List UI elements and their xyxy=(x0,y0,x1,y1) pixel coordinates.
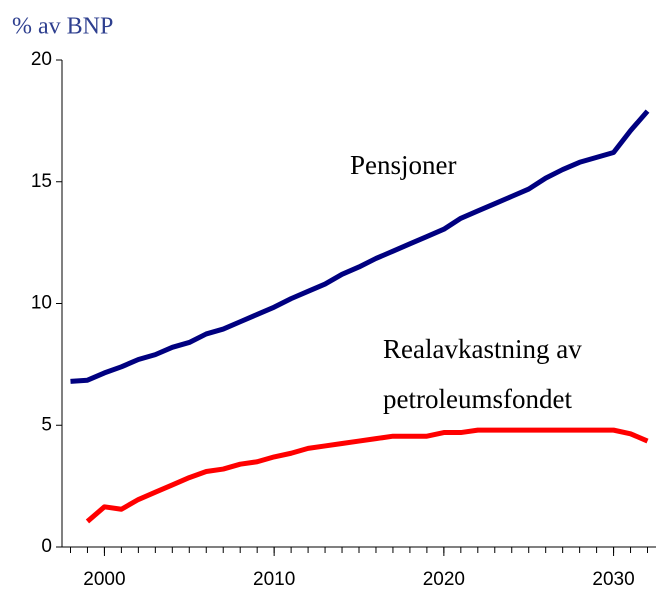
annotation: petroleumsfondet xyxy=(383,384,572,414)
x-tick-label: 2010 xyxy=(253,569,295,590)
x-tick-label: 2030 xyxy=(592,569,634,590)
y-tick-label: 20 xyxy=(31,49,52,70)
x-tick-label: 2000 xyxy=(83,569,125,590)
line-series xyxy=(85,427,649,524)
x-tick-label: 2020 xyxy=(423,569,465,590)
line-series xyxy=(70,109,650,384)
chart-title: % av BNP xyxy=(12,14,113,40)
annotation: Pensjoner xyxy=(350,150,456,180)
y-tick-label: 5 xyxy=(41,414,52,435)
y-tick-label: 15 xyxy=(31,171,52,192)
y-tick-label: 0 xyxy=(41,536,52,557)
annotation: Realavkastning av xyxy=(383,334,582,364)
y-tick-label: 10 xyxy=(31,293,52,314)
